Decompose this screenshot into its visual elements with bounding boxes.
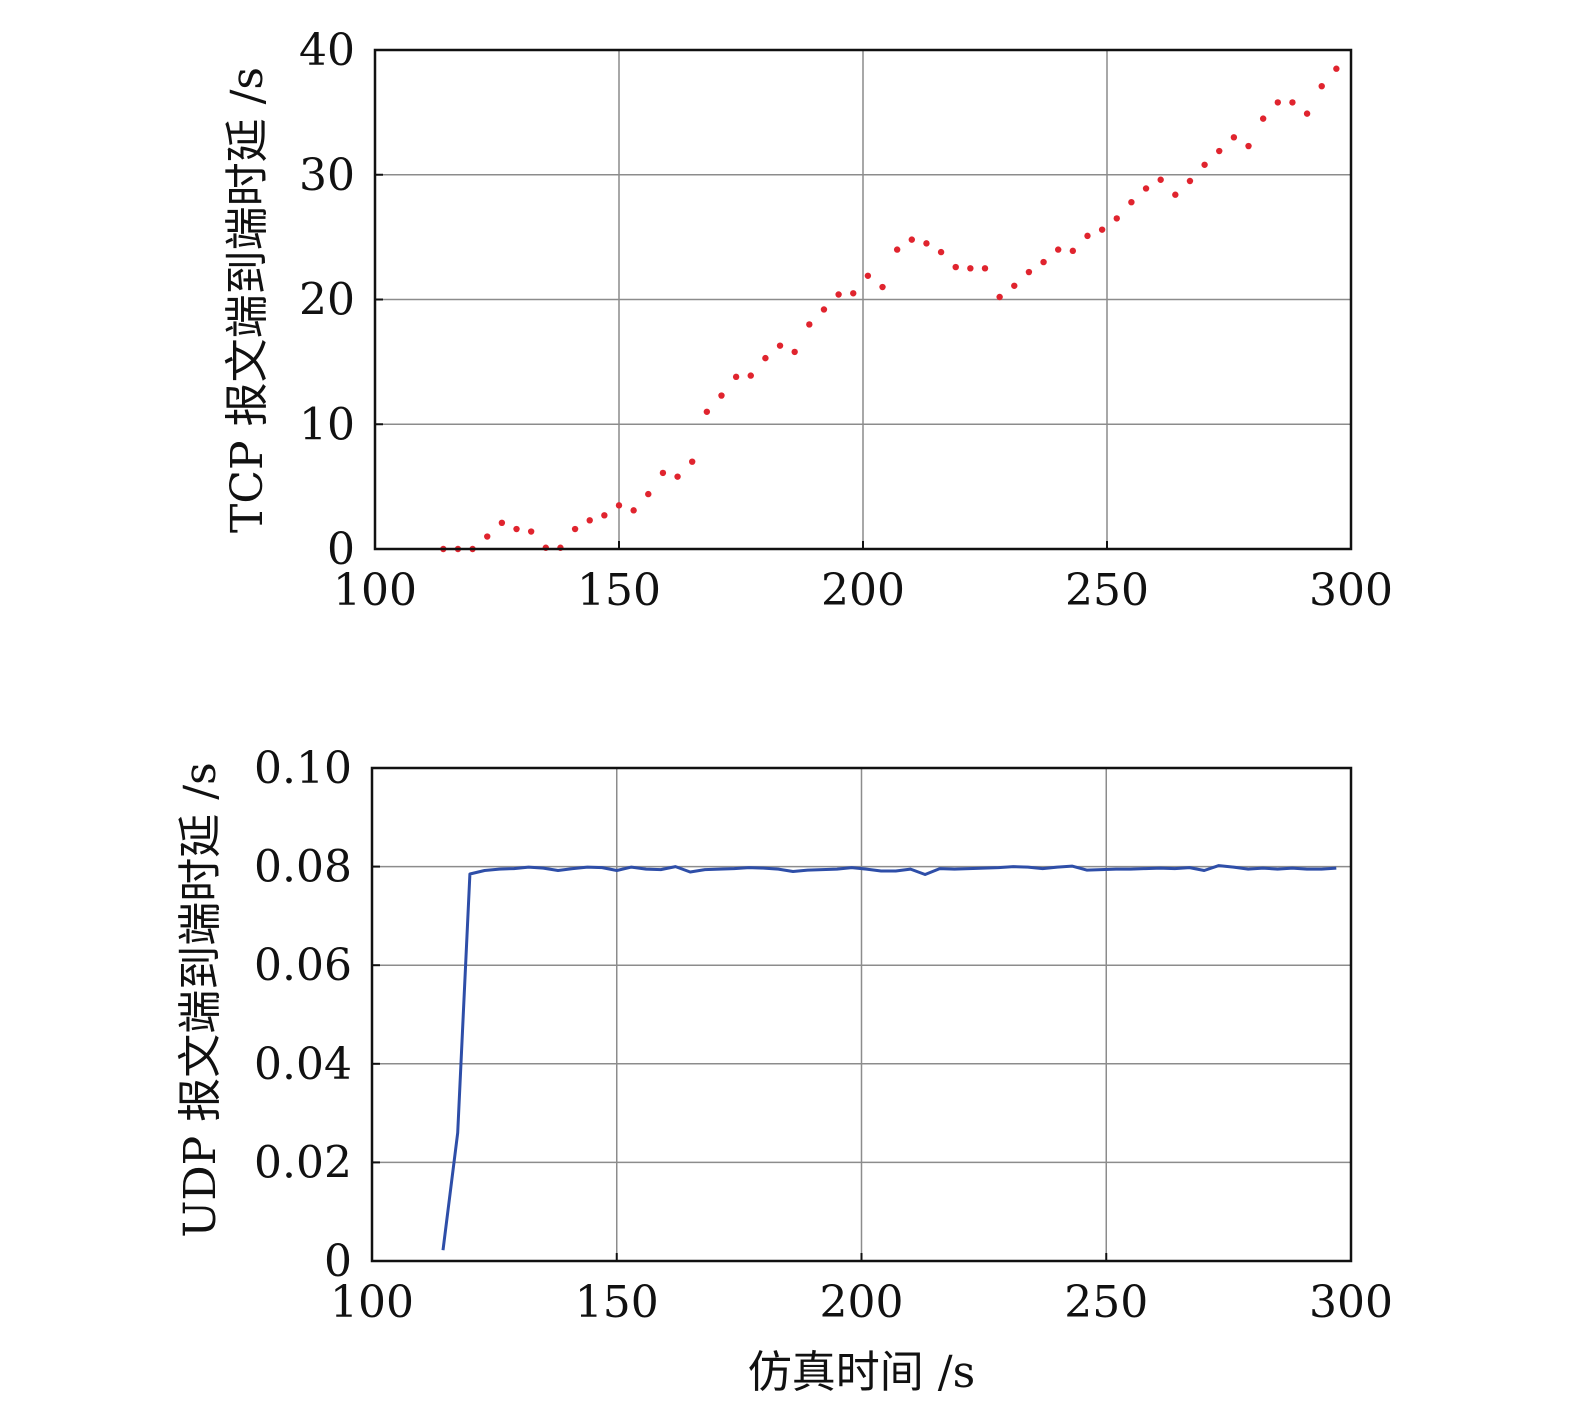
- tcp-point: [586, 517, 593, 524]
- tcp-point: [1289, 99, 1296, 106]
- tcp-x-tick-labels: 100 150 200 250 300: [333, 541, 1393, 616]
- udp-x-tick-labels: 100 150 200 250 300: [330, 1253, 1393, 1328]
- tcp-point: [498, 519, 506, 527]
- udp-x-tick-100: 100: [330, 1277, 414, 1328]
- udp-x-tick-250: 250: [1064, 1277, 1148, 1328]
- tcp-x-tick-100: 100: [333, 565, 417, 616]
- tcp-point: [1303, 110, 1311, 117]
- tcp-point: [996, 293, 1003, 301]
- tcp-point: [1259, 115, 1267, 122]
- tcp-point: [850, 290, 857, 297]
- udp-grid: [372, 768, 1351, 1261]
- udp-y-tick-0.02: 0.02: [254, 1137, 352, 1188]
- tcp-point: [937, 248, 945, 256]
- tcp-point: [1157, 176, 1164, 183]
- udp-y-tick-0.10: 0.10: [254, 743, 352, 794]
- tcp-point: [762, 354, 769, 362]
- tcp-point: [659, 469, 667, 477]
- tcp-x-tick-200: 200: [821, 565, 905, 616]
- tcp-point: [1142, 185, 1150, 192]
- tcp-point: [1186, 177, 1194, 185]
- udp-y-tick-0: 0: [324, 1236, 352, 1287]
- udp-y-axis-label: UDP 报文端到端时延 /s: [175, 762, 226, 1237]
- tcp-point: [484, 533, 491, 540]
- tcp-point: [1230, 134, 1238, 141]
- tcp-point: [571, 525, 579, 533]
- tcp-point: [674, 473, 681, 480]
- tcp-point: [645, 490, 652, 498]
- tcp-point: [835, 291, 842, 298]
- tcp-point: [776, 342, 784, 349]
- tcp-point: [527, 528, 535, 535]
- tcp-point: [1011, 282, 1018, 289]
- tcp-point: [747, 372, 754, 379]
- tcp-point: [981, 265, 989, 272]
- udp-x-tick-300: 300: [1309, 1277, 1393, 1328]
- tcp-point: [967, 265, 974, 272]
- tcp-point: [1084, 232, 1091, 240]
- tcp-point: [806, 321, 813, 328]
- tcp-point: [1040, 258, 1047, 266]
- tcp-x-tick-300: 300: [1309, 565, 1393, 616]
- tcp-data-points: [440, 65, 1340, 553]
- tcp-point: [864, 272, 872, 279]
- tcp-point: [601, 512, 608, 519]
- tcp-y-tick-40: 40: [299, 25, 355, 76]
- udp-series-line: [441, 864, 1337, 1251]
- tcp-x-tick-250: 250: [1065, 565, 1149, 616]
- tcp-point: [791, 348, 798, 356]
- udp-y-tick-0.08: 0.08: [254, 842, 352, 893]
- tcp-point: [513, 525, 520, 533]
- tcp-y-tick-labels: 0 10 20 30 40: [299, 25, 383, 575]
- udp-y-tick-0.06: 0.06: [254, 940, 352, 991]
- tcp-point: [718, 392, 725, 399]
- tcp-point: [1201, 161, 1208, 168]
- udp-x-tick-200: 200: [820, 1277, 904, 1328]
- udp-delay-chart: 100 150 200 250 300 0 0.02 0.04 0.06 0.08 0.10 UD…: [175, 743, 1393, 1398]
- tcp-point: [732, 373, 740, 381]
- tcp-point: [952, 263, 959, 271]
- tcp-x-tick-150: 150: [577, 565, 661, 616]
- tcp-point: [1128, 198, 1135, 206]
- tcp-point: [1098, 226, 1106, 233]
- tcp-y-tick-0: 0: [327, 524, 355, 575]
- udp-y-tick-labels: 0 0.02 0.04 0.06 0.08 0.10: [254, 743, 380, 1287]
- tcp-point: [1245, 142, 1252, 150]
- tcp-y-axis-label: TCP 报文端到端时延 /s: [222, 67, 273, 533]
- tcp-point: [1318, 82, 1325, 90]
- tcp-y-tick-20: 20: [299, 275, 355, 326]
- tcp-point: [820, 306, 828, 313]
- tcp-point: [1172, 191, 1179, 198]
- x-axis-label: 仿真时间 /s: [748, 1347, 975, 1398]
- tcp-y-tick-10: 10: [299, 399, 355, 450]
- tcp-point: [1216, 147, 1223, 155]
- tcp-point: [1025, 268, 1033, 276]
- tcp-point: [908, 236, 915, 243]
- tcp-point: [1274, 99, 1282, 106]
- tcp-point: [1333, 65, 1340, 72]
- tcp-delay-chart: 100 150 200 250 300 0 10 20 30 40 TCP 报文端到端时延 /s: [222, 25, 1393, 616]
- tcp-grid: [375, 50, 1351, 549]
- tcp-point: [1069, 247, 1077, 255]
- tcp-point: [615, 502, 623, 509]
- tcp-point: [893, 246, 901, 253]
- tcp-point: [703, 408, 711, 415]
- tcp-y-tick-30: 30: [299, 150, 355, 201]
- tcp-point: [689, 458, 696, 465]
- udp-x-tick-150: 150: [575, 1277, 659, 1328]
- tcp-point: [879, 283, 886, 291]
- tcp-point: [1113, 215, 1120, 222]
- tcp-point: [1055, 246, 1062, 253]
- udp-y-tick-0.04: 0.04: [254, 1039, 352, 1090]
- tcp-point: [923, 240, 930, 247]
- tcp-point: [630, 507, 637, 514]
